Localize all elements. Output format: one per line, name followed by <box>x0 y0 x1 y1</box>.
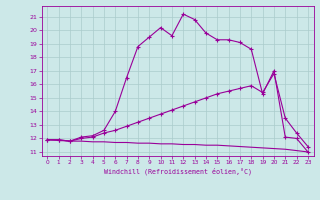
X-axis label: Windchill (Refroidissement éolien,°C): Windchill (Refroidissement éolien,°C) <box>104 168 252 175</box>
